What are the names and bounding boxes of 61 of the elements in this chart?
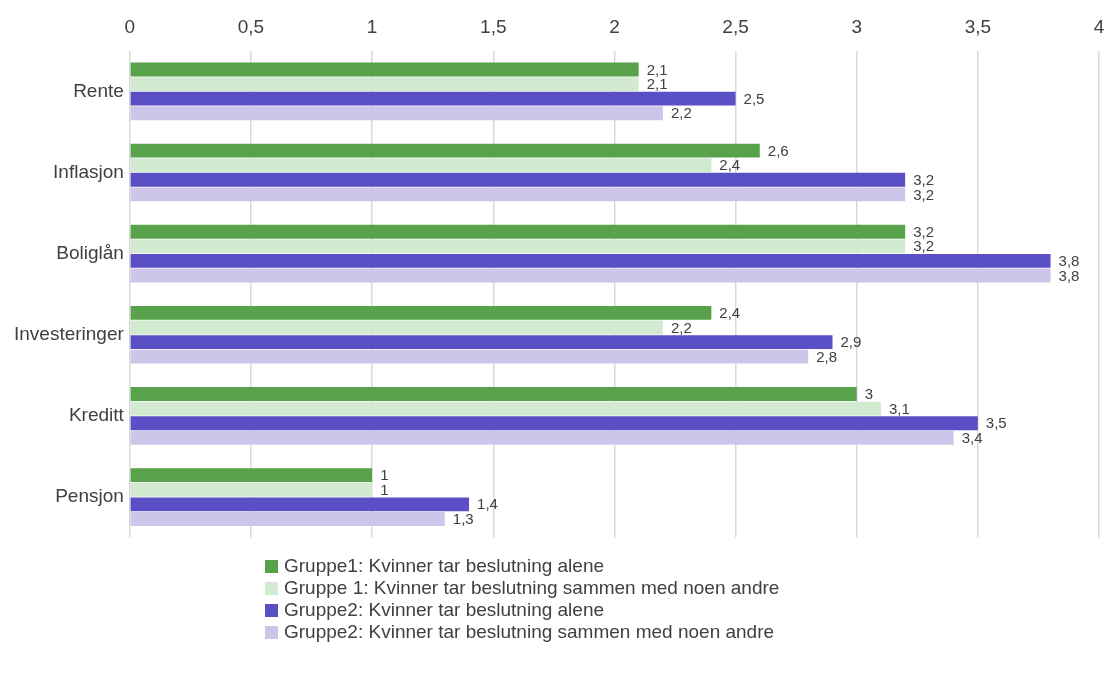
y-tick-label: Rente (73, 79, 124, 101)
bar (130, 224, 906, 239)
bar (130, 482, 373, 497)
bar (130, 239, 906, 254)
bar (130, 305, 712, 320)
x-tick-label: 1,5 (480, 15, 507, 37)
x-tick-label: 1 (366, 15, 378, 37)
bar (130, 416, 978, 431)
legend-label: Gruppe1: Kvinner tar beslutning alene (284, 555, 605, 577)
x-tick-label: 0 (124, 15, 136, 37)
data-label: 3,4 (961, 428, 983, 446)
bar (130, 158, 712, 173)
data-label: 1,3 (452, 510, 474, 528)
bar (130, 62, 639, 77)
x-tick-label: 3,5 (964, 15, 992, 37)
data-label: 2,6 (767, 141, 789, 159)
data-label: 3,1 (888, 399, 910, 417)
data-label: 2,2 (670, 318, 692, 336)
bar (130, 320, 663, 335)
bar (130, 268, 1051, 283)
data-label: 2,5 (743, 89, 765, 107)
x-tick-label: 2 (609, 15, 620, 37)
bar (130, 497, 470, 512)
bar (130, 430, 954, 445)
data-label: 3,5 (985, 414, 1007, 432)
data-label: 1,4 (477, 495, 498, 513)
bar (130, 387, 857, 401)
bar (130, 349, 809, 364)
data-label: 3,8 (1058, 252, 1080, 270)
y-tick-label: Inflasjon (53, 160, 124, 182)
data-label: 2,2 (670, 104, 692, 122)
bar (130, 401, 881, 416)
bar (130, 106, 663, 121)
data-label: 2,4 (719, 304, 741, 321)
data-label: 3,2 (913, 222, 935, 240)
data-label: 3,2 (913, 170, 935, 188)
y-tick-label: Kreditt (68, 404, 125, 426)
data-label: 3 (864, 385, 874, 403)
bar (130, 77, 639, 91)
bar (130, 143, 760, 158)
bar (130, 335, 833, 350)
data-label: 2,8 (816, 347, 838, 365)
bar (130, 512, 445, 526)
legend-label: Gruppe 1: Kvinner tar beslutning sammen med noen andre (284, 577, 780, 599)
data-label: 2,1 (646, 60, 668, 78)
data-label: 2,9 (840, 333, 862, 351)
data-label: 2,4 (719, 156, 741, 174)
bar (130, 172, 906, 187)
y-tick-label: Pensjon (55, 485, 124, 507)
x-tick-label: 4 (1093, 15, 1105, 37)
bar (130, 468, 373, 483)
legend-label: Gruppe2: Kvinner tar beslutning alene (284, 599, 605, 621)
x-tick-label: 0,5 (237, 15, 265, 37)
bar (130, 91, 736, 106)
bar (130, 254, 1051, 268)
bar (130, 187, 906, 202)
y-tick-label: Investeringer (13, 323, 125, 344)
x-tick-label: 3 (851, 15, 862, 37)
legend-label: Gruppe2: Kvinner tar beslutning sammen med noen andre (284, 621, 775, 643)
x-tick-label: 2,5 (722, 15, 749, 37)
y-tick-label: Boliglån (56, 241, 124, 263)
